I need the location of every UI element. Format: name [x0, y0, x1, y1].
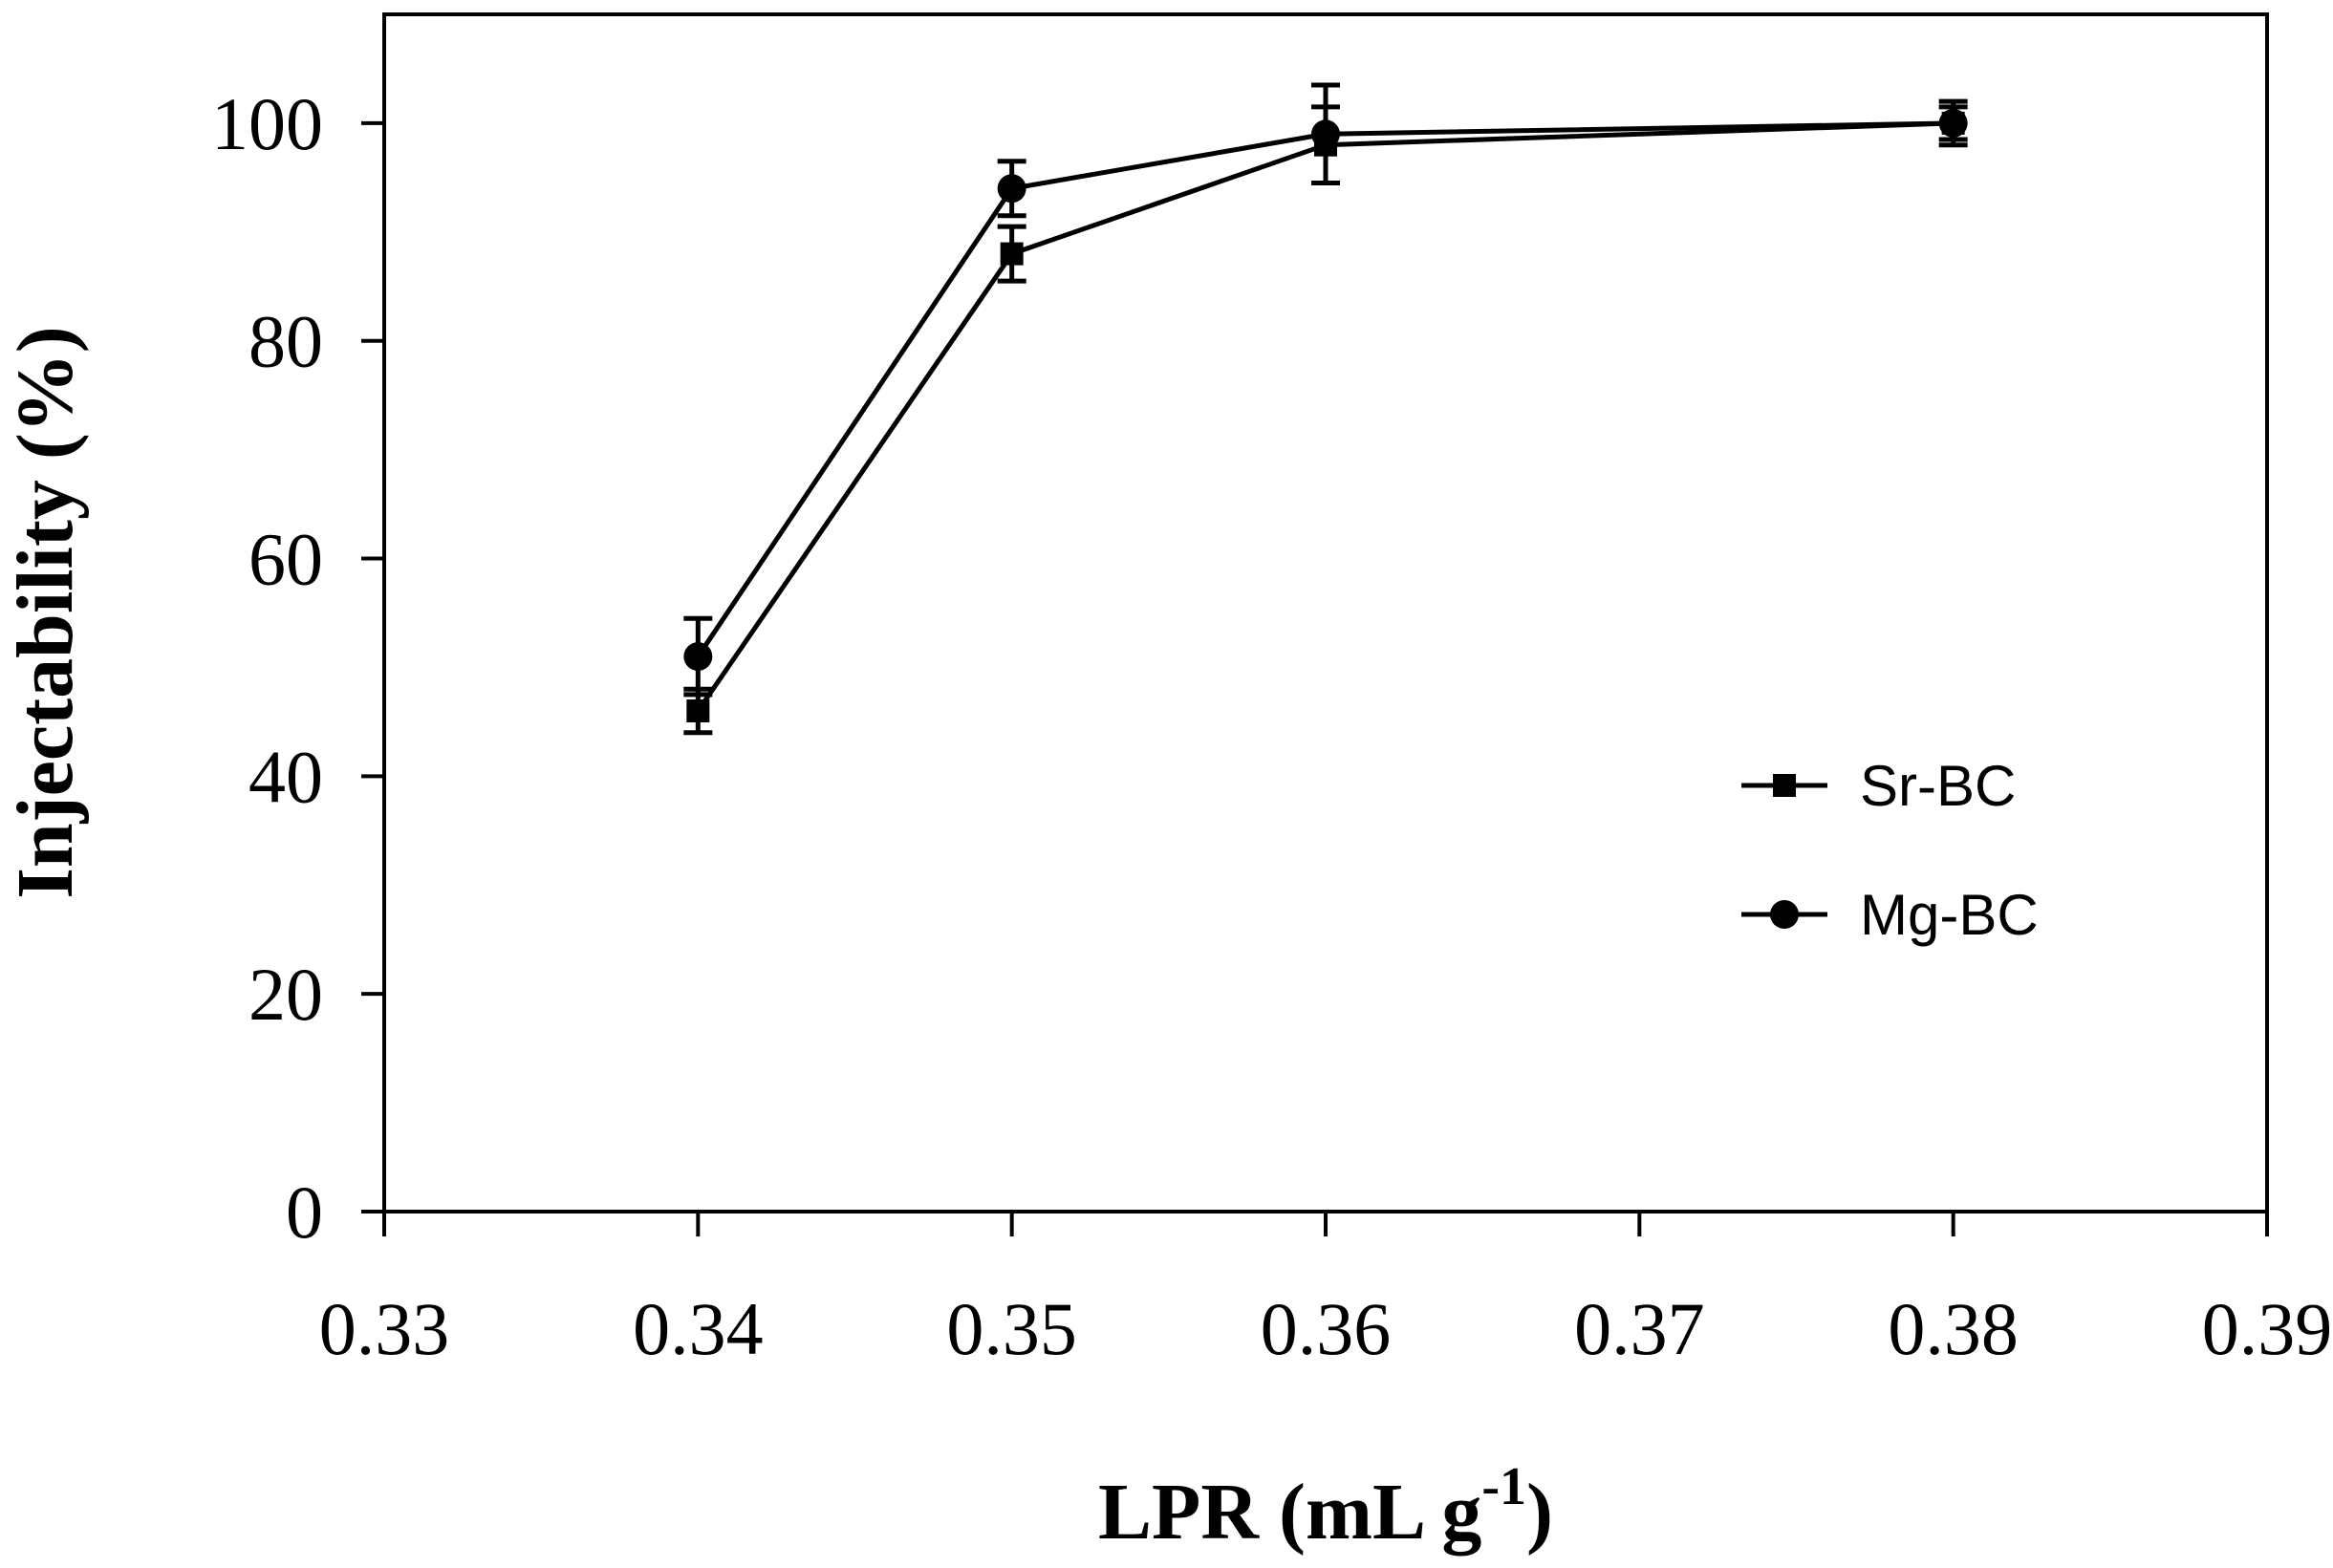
- y-tick-label: 60: [248, 518, 323, 601]
- plot-frame: [382, 12, 2269, 1214]
- legend-item-sr-bc: Sr-BC: [1741, 754, 2016, 818]
- series-mg-bc: [683, 82, 1968, 698]
- x-tick-label: 0.35: [946, 1287, 1077, 1370]
- legend-label-mg-bc: Mg-BC: [1860, 883, 2039, 947]
- legend-label-sr-bc: Sr-BC: [1860, 754, 2016, 818]
- legend-marker-sr-bc: [1773, 774, 1796, 797]
- x-tick-label: 0.33: [319, 1287, 450, 1370]
- x-axis-title-superscript: -1: [1481, 1457, 1526, 1516]
- x-axis-ticks: 0.33 0.34 0.35 0.36 0.37 0.38 0.39: [319, 1212, 2333, 1370]
- y-tick-label: 0: [286, 1171, 323, 1254]
- x-tick-label: 0.34: [633, 1287, 764, 1370]
- data-point-sr-bc: [686, 699, 710, 723]
- data-point-mg-bc: [997, 174, 1026, 204]
- x-axis-title: LPR (mL g-1): [1098, 1457, 1553, 1557]
- y-axis-ticks: 0 20 40 60 80 100: [211, 82, 384, 1254]
- y-tick-label: 100: [211, 82, 323, 165]
- data-point-mg-bc: [1938, 108, 1968, 138]
- y-tick-label: 80: [248, 300, 323, 383]
- x-axis-title-suffix: ): [1526, 1468, 1553, 1557]
- x-tick-label: 0.37: [1574, 1287, 1705, 1370]
- legend: Sr-BC Mg-BC: [1741, 754, 2039, 947]
- y-tick-label: 20: [248, 953, 323, 1036]
- x-tick-label: 0.38: [1888, 1287, 2019, 1370]
- y-tick-label: 40: [248, 735, 323, 818]
- data-point-sr-bc: [1000, 242, 1024, 266]
- y-axis-title: Injectability (%): [1, 326, 90, 899]
- data-series: [683, 82, 1968, 736]
- series-line-sr-bc: [696, 120, 1954, 713]
- legend-marker-mg-bc: [1770, 900, 1799, 929]
- legend-item-mg-bc: Mg-BC: [1741, 883, 2039, 947]
- data-point-mg-bc: [1311, 119, 1340, 149]
- x-tick-label: 0.36: [1261, 1287, 1392, 1370]
- series-sr-bc: [683, 98, 1968, 736]
- x-tick-label: 0.39: [2202, 1287, 2333, 1370]
- data-point-mg-bc: [683, 642, 713, 672]
- x-axis-title-main: LPR (mL g: [1098, 1468, 1481, 1557]
- series-line-mg-bc: [696, 120, 1954, 658]
